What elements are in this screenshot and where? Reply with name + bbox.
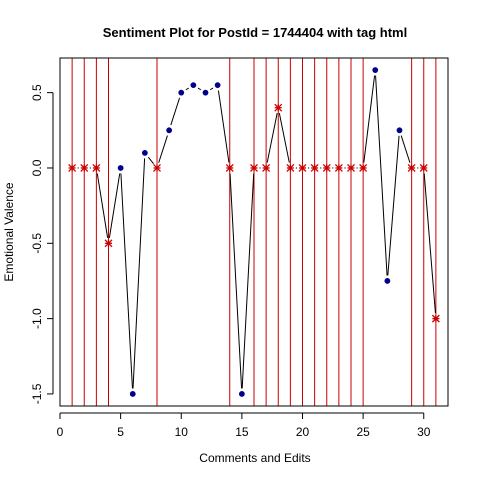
edit-lines-group bbox=[71, 58, 437, 406]
plot-area-frame bbox=[59, 57, 449, 407]
edit-marker-stroke bbox=[80, 164, 89, 172]
edit-marker-stroke bbox=[431, 314, 440, 323]
comment-point bbox=[384, 278, 391, 284]
series-segment bbox=[158, 135, 168, 163]
x-axis-label: Comments and Edits bbox=[199, 451, 310, 465]
edit-marker bbox=[68, 164, 77, 172]
edit-marker-stroke bbox=[104, 239, 113, 248]
edit-marker bbox=[286, 164, 295, 172]
edit-marker bbox=[250, 164, 258, 172]
series-segment bbox=[147, 156, 154, 165]
edit-marker bbox=[262, 164, 271, 172]
series-segment bbox=[132, 158, 146, 389]
series-segment bbox=[185, 87, 189, 91]
x-tick-label: 20 bbox=[296, 425, 310, 439]
edit-marker-stroke bbox=[298, 164, 307, 172]
x-tick-label: 30 bbox=[417, 425, 431, 439]
series-segment bbox=[423, 173, 436, 314]
x-tick-label: 25 bbox=[356, 425, 370, 439]
edit-marker-stroke bbox=[419, 164, 428, 172]
edit-marker-stroke bbox=[225, 164, 234, 172]
edit-marker bbox=[431, 314, 440, 323]
y-tick-label: 0.5 bbox=[30, 84, 44, 101]
series-segment bbox=[363, 75, 376, 163]
x-axis: 0 5 10 15 20 25 30 bbox=[57, 412, 431, 439]
edit-marker-stroke bbox=[92, 164, 101, 172]
comment-point bbox=[141, 150, 148, 156]
series-segment bbox=[387, 135, 400, 276]
x-tick-label: 0 bbox=[57, 425, 64, 439]
comment-point bbox=[372, 67, 379, 73]
edit-marker bbox=[322, 164, 331, 172]
x-tick-label: 10 bbox=[175, 425, 189, 439]
y-axis: -1.5 -1.0 -0.5 0.0 0.5 bbox=[30, 84, 54, 404]
edit-marker-stroke bbox=[347, 164, 355, 172]
series-segment bbox=[229, 173, 243, 389]
y-tick-label: -1.5 bbox=[30, 383, 44, 404]
series-segment bbox=[241, 173, 255, 389]
edit-marker bbox=[92, 164, 101, 172]
series-segment bbox=[278, 113, 290, 163]
y-axis-label: Emotional Valence bbox=[2, 182, 16, 281]
edit-marker-stroke bbox=[274, 103, 283, 112]
comment-point bbox=[202, 89, 209, 96]
edit-marker bbox=[334, 164, 343, 172]
comment-point bbox=[238, 391, 245, 397]
edit-marker-stroke bbox=[334, 164, 343, 172]
edit-marker bbox=[310, 164, 319, 172]
edit-marker-stroke bbox=[250, 164, 258, 172]
edit-marker bbox=[80, 164, 89, 172]
series-segment bbox=[120, 173, 133, 389]
edit-marker bbox=[359, 164, 368, 172]
edit-marker bbox=[153, 164, 161, 172]
y-tick-label: 0.0 bbox=[30, 159, 44, 176]
edit-marker bbox=[347, 164, 355, 172]
edit-marker-stroke bbox=[322, 164, 331, 172]
series-segment bbox=[400, 135, 411, 163]
chart-title: Sentiment Plot for PostId = 1744404 with… bbox=[103, 25, 407, 40]
x-tick-label: 15 bbox=[235, 425, 249, 439]
comment-point bbox=[190, 82, 197, 89]
edit-marker-stroke bbox=[153, 164, 161, 172]
markers-group bbox=[68, 67, 440, 397]
edit-marker-stroke bbox=[286, 164, 295, 172]
y-tick-label: -1.0 bbox=[30, 308, 44, 329]
comment-point bbox=[178, 89, 185, 96]
y-tick-label: -0.5 bbox=[30, 233, 44, 254]
edit-marker bbox=[407, 164, 416, 172]
series-segment bbox=[197, 87, 202, 91]
comment-point bbox=[129, 391, 136, 397]
series-segment bbox=[375, 75, 388, 276]
edit-marker-stroke bbox=[310, 164, 319, 172]
edit-marker-stroke bbox=[407, 164, 416, 172]
series-segment bbox=[209, 87, 214, 91]
edit-marker bbox=[419, 164, 428, 172]
series-segment bbox=[96, 173, 109, 238]
edit-marker bbox=[104, 239, 113, 248]
edit-marker bbox=[274, 103, 283, 112]
edit-marker bbox=[225, 164, 234, 172]
edit-marker-stroke bbox=[262, 164, 271, 172]
comment-point bbox=[166, 127, 173, 134]
series-segment bbox=[108, 173, 121, 238]
series-line-group bbox=[77, 75, 436, 389]
series-segment bbox=[217, 90, 230, 163]
comment-point bbox=[214, 82, 221, 89]
edit-marker-stroke bbox=[359, 164, 368, 172]
x-tick-label: 5 bbox=[117, 425, 124, 439]
edit-marker bbox=[298, 164, 307, 172]
comment-point bbox=[117, 165, 124, 171]
comment-point bbox=[396, 127, 403, 134]
series-segment bbox=[266, 113, 278, 163]
edit-marker-stroke bbox=[68, 164, 77, 172]
series-segment bbox=[170, 97, 181, 126]
